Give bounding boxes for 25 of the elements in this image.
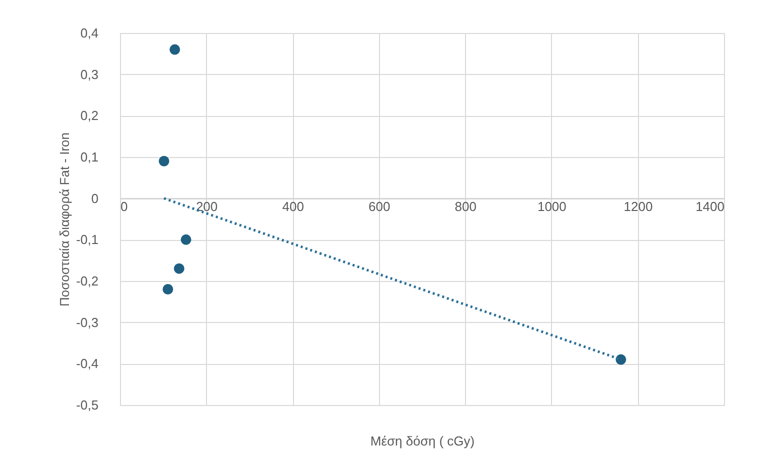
y-tick-label: -0,4 [76, 356, 98, 372]
point [162, 284, 174, 294]
y-tick-label: -0,5 [76, 398, 98, 412]
y-tick-label: -0,2 [76, 274, 98, 288]
y-tick-label: 0,1 [80, 150, 98, 164]
y-tick-label: -0,3 [76, 314, 98, 330]
point [158, 156, 170, 166]
point [170, 44, 180, 55]
x-tick-label: 200 [196, 198, 218, 214]
y-axis-title: Ποσοστιαία διαφορά Fat - Iron [57, 132, 72, 307]
x-tick-label: 800 [454, 198, 476, 214]
x-tick-label: 400 [282, 198, 304, 214]
x-tick-label: 1200 [624, 198, 653, 214]
point [180, 234, 192, 245]
y-tick-label: 0,3 [80, 66, 98, 82]
y-tick-label: 0,2 [80, 108, 98, 124]
x-tick-label: 0 [120, 198, 128, 214]
y-tick-label: 0,4 [80, 26, 98, 40]
y-tick-label: -0,1 [76, 232, 98, 248]
point [174, 263, 184, 274]
x-tick-label: 600 [368, 198, 390, 214]
x-axis-title: Μέση δόση ( cGy) [370, 434, 475, 448]
point [616, 354, 626, 365]
x-tick-label: 1000 [537, 198, 566, 214]
x-tick-label: 1400 [696, 198, 724, 214]
